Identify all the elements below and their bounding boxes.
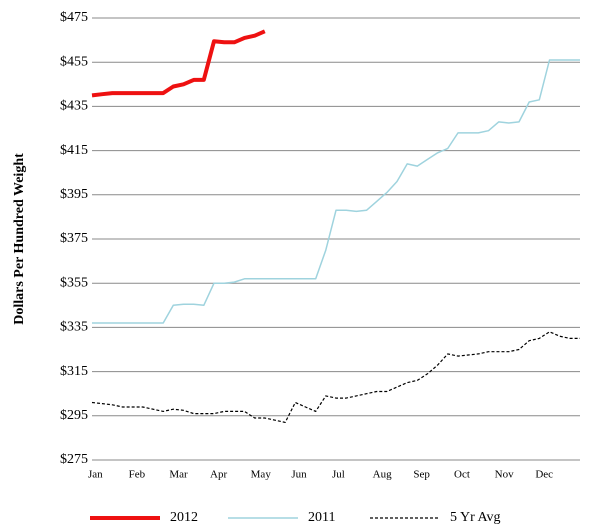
y-tick-label: $295 <box>60 408 88 423</box>
y-tick-label: $355 <box>60 275 88 290</box>
y-tick-label: $315 <box>60 364 88 379</box>
y-axis-label: Dollars Per Hundred Weight <box>12 153 27 325</box>
legend-label: 2011 <box>308 510 335 525</box>
y-tick-label: $435 <box>60 99 88 114</box>
y-tick-label: $275 <box>60 452 88 467</box>
y-tick-label: $335 <box>60 320 88 335</box>
x-tick-label: May <box>251 469 272 481</box>
x-tick-label: Aug <box>373 469 392 481</box>
y-tick-label: $455 <box>60 54 88 69</box>
x-tick-label: Jun <box>291 469 307 481</box>
series-line <box>92 59 580 324</box>
x-tick-label: Feb <box>129 469 146 481</box>
x-tick-label: Mar <box>169 469 188 481</box>
legend-label: 2012 <box>170 510 198 525</box>
series-line <box>91 331 580 423</box>
x-tick-label: Apr <box>210 469 227 481</box>
y-tick-label: $375 <box>60 231 88 246</box>
x-tick-label: Dec <box>535 469 553 481</box>
y-tick-label: $395 <box>60 187 88 202</box>
series-line <box>91 29 266 98</box>
x-tick-label: Nov <box>495 469 514 481</box>
x-tick-label: Oct <box>454 469 470 481</box>
x-tick-label: Sep <box>413 469 430 481</box>
y-tick-label: $475 <box>60 10 88 25</box>
x-tick-label: Jul <box>332 469 345 481</box>
legend-label: 5 Yr Avg <box>450 510 501 525</box>
y-tick-label: $415 <box>60 143 88 158</box>
x-tick-label: Jan <box>88 469 103 481</box>
